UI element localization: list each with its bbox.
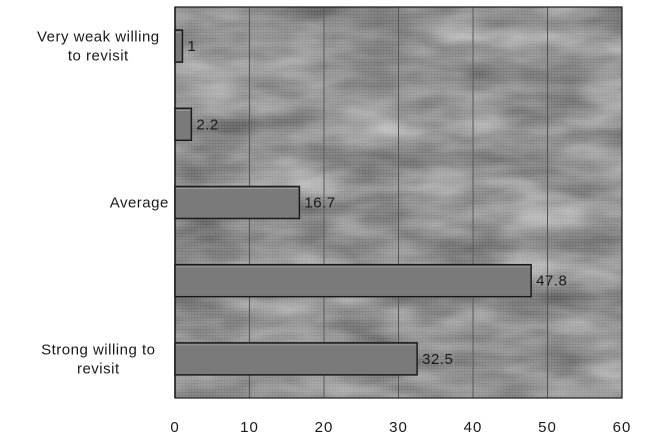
bar xyxy=(174,29,184,63)
x-tick-label: 20 xyxy=(315,419,334,436)
category-label: Average xyxy=(110,195,169,212)
bar xyxy=(174,107,193,142)
bars xyxy=(174,29,532,376)
category-label: Very weak willing to revisit xyxy=(37,29,160,65)
category-label: Strong willing to revisit xyxy=(41,341,155,377)
bar xyxy=(174,263,532,298)
x-tick-label: 40 xyxy=(464,419,483,436)
x-tick-label: 10 xyxy=(240,419,259,436)
data-label: 32.5 xyxy=(422,351,453,368)
data-labels: 1 2.2 16.7 47.8 32.5 xyxy=(187,38,567,368)
bar xyxy=(174,185,301,220)
x-axis-tick-labels: 0 10 20 30 40 50 60 xyxy=(170,419,632,436)
category-labels: Very weak willing to revisit Average Strong… xyxy=(37,29,169,378)
x-tick-label: 0 xyxy=(170,419,179,436)
gridlines xyxy=(174,6,623,399)
data-label: 1 xyxy=(187,38,196,55)
data-label: 47.8 xyxy=(536,273,567,290)
bar xyxy=(174,342,418,376)
x-tick-label: 30 xyxy=(389,419,408,436)
data-label: 2.2 xyxy=(196,116,218,133)
x-tick-label: 50 xyxy=(538,419,557,436)
x-tick-label: 60 xyxy=(613,419,632,436)
data-label: 16.7 xyxy=(304,195,335,212)
